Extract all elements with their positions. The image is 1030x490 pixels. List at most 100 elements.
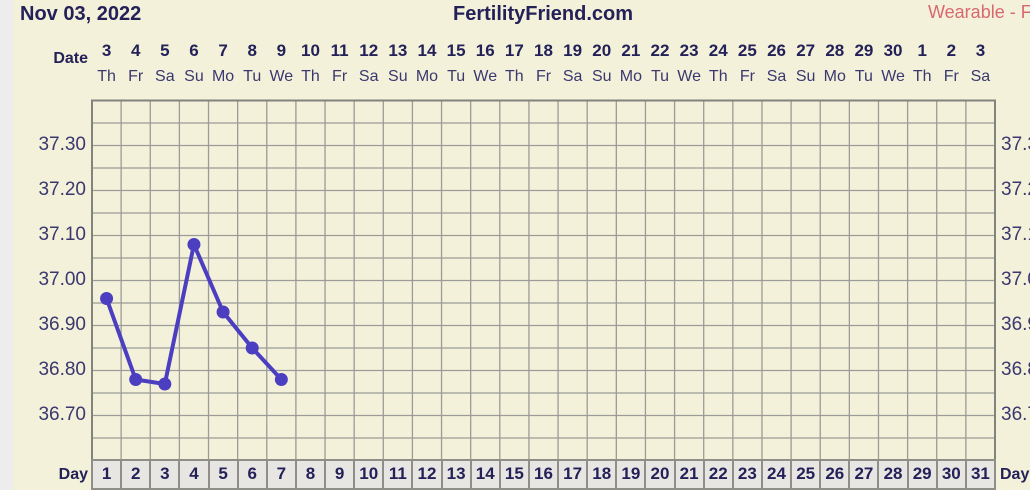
date-number-1: 1 <box>917 41 927 60</box>
cycle-day-cell-31[interactable]: 31 <box>964 459 996 490</box>
cycle-day-cell-18[interactable]: 18 <box>586 459 618 490</box>
weekday-label: Sa <box>562 68 583 85</box>
weekday-label: Th <box>505 68 524 85</box>
weekday-label: Fr <box>535 68 552 85</box>
cycle-day-cell-20[interactable]: 20 <box>644 459 676 490</box>
temperature-point-day-2[interactable] <box>129 373 143 386</box>
cycle-day-cell-6[interactable]: 6 <box>236 459 268 490</box>
temperature-point-day-5[interactable] <box>216 305 230 319</box>
weekday-label: Fr <box>739 68 755 85</box>
site-title: FertilityFriend.com <box>452 3 634 25</box>
left-temp-tick-37.20: 37.20 <box>38 178 86 200</box>
date-number-8: 8 <box>247 41 257 60</box>
date-number-26: 26 <box>767 41 786 60</box>
weekday-label: Tu <box>243 68 262 85</box>
date-number-2: 2 <box>946 41 957 60</box>
left-margin-strip <box>0 0 13 490</box>
cycle-day-cell-25[interactable]: 25 <box>790 459 822 490</box>
date-number-7: 7 <box>218 41 228 60</box>
date-number-21: 21 <box>621 41 641 60</box>
cycle-day-cell-11[interactable]: 11 <box>382 459 414 490</box>
right-temp-tick-36.90: 36.90 <box>1001 313 1030 335</box>
cycle-day-cell-24[interactable]: 24 <box>760 459 793 490</box>
wearable-mode-link[interactable]: Wearable - F <box>928 2 1030 22</box>
cycle-day-cell-17[interactable]: 17 <box>557 459 589 490</box>
weekday-label: Th <box>912 68 932 85</box>
cycle-day-cell-14[interactable]: 14 <box>469 459 501 490</box>
weekday-label: Sa <box>358 68 379 85</box>
weekday-label: Sa <box>155 68 175 85</box>
weekday-label: Th <box>708 68 728 85</box>
temperature-point-day-6[interactable] <box>245 341 259 355</box>
weekday-label: Tu <box>854 68 873 85</box>
date-number-11: 11 <box>330 41 349 60</box>
cycle-day-cell-2[interactable]: 2 <box>120 459 152 490</box>
weekday-label: Mo <box>823 68 846 85</box>
weekday-label: Mo <box>619 68 642 85</box>
cycle-day-cell-12[interactable]: 12 <box>411 459 443 490</box>
weekday-label: We <box>881 68 905 85</box>
date-number-27: 27 <box>796 41 816 60</box>
date-number-10: 10 <box>300 41 320 60</box>
temperature-point-day-3[interactable] <box>158 377 172 391</box>
date-number-23: 23 <box>679 41 699 60</box>
temperature-point-day-7[interactable] <box>274 373 288 386</box>
cycle-day-cell-1[interactable]: 1 <box>91 459 123 490</box>
cycle-day-cell-8[interactable]: 8 <box>294 459 327 490</box>
date-number-16: 16 <box>475 41 495 60</box>
weekday-label: Su <box>591 68 612 85</box>
weekday-label: Su <box>795 68 816 85</box>
weekday-label: Su <box>388 68 408 85</box>
weekday-label: Mo <box>415 68 439 85</box>
cycle-day-cell-9[interactable]: 9 <box>324 459 356 490</box>
right-temp-tick-37.20: 37.20 <box>1001 178 1030 200</box>
date-number-3: 3 <box>975 41 986 60</box>
cycle-day-cell-7[interactable]: 7 <box>265 459 297 490</box>
date-number-19: 19 <box>563 41 583 60</box>
temperature-point-day-1[interactable] <box>100 292 114 305</box>
weekday-label: Mo <box>211 68 235 85</box>
date-axis-label: Date <box>53 50 88 67</box>
weekday-label: Tu <box>447 68 466 85</box>
cycle-day-cell-23[interactable]: 23 <box>731 459 763 490</box>
cycle-day-cell-13[interactable]: 13 <box>440 459 472 490</box>
right-temp-tick-36.80: 36.80 <box>1001 358 1030 380</box>
weekday-label: Tu <box>650 68 670 85</box>
cycle-day-cell-10[interactable]: 10 <box>353 459 385 490</box>
cycle-day-cell-27[interactable]: 27 <box>848 459 880 490</box>
cycle-day-cell-28[interactable]: 28 <box>877 459 909 490</box>
right-temp-tick-37.10: 37.10 <box>1001 223 1030 245</box>
day-axis-label-left: Day <box>58 466 88 483</box>
weekday-label: Fr <box>128 68 144 85</box>
date-number-17: 17 <box>504 41 524 60</box>
cycle-day-cell-5[interactable]: 5 <box>207 459 239 490</box>
cycle-day-cell-16[interactable]: 16 <box>527 459 560 490</box>
date-number-3: 3 <box>101 41 112 60</box>
left-temp-tick-36.80: 36.80 <box>38 358 86 380</box>
weekday-label: Su <box>184 68 204 85</box>
cycle-day-cell-3[interactable]: 3 <box>149 459 181 490</box>
cycle-day-cell-21[interactable]: 21 <box>673 459 705 490</box>
date-number-12: 12 <box>359 41 379 60</box>
date-number-14: 14 <box>417 41 437 60</box>
date-number-29: 29 <box>854 41 874 60</box>
cycle-day-cell-29[interactable]: 29 <box>906 459 938 490</box>
date-number-6: 6 <box>189 41 199 60</box>
left-temp-tick-37.00: 37.00 <box>38 268 86 290</box>
cycle-day-cell-15[interactable]: 15 <box>498 459 530 490</box>
cycle-day-cell-26[interactable]: 26 <box>819 459 851 490</box>
date-number-9: 9 <box>276 41 287 60</box>
date-number-18: 18 <box>534 41 553 60</box>
temperature-line <box>104 242 284 386</box>
temperature-point-day-4[interactable] <box>187 238 201 251</box>
left-temp-tick-37.30: 37.30 <box>38 133 86 155</box>
cycle-day-cell-4[interactable]: 4 <box>178 459 210 490</box>
date-number-30: 30 <box>883 41 903 60</box>
cycle-day-cell-30[interactable]: 30 <box>935 459 967 490</box>
cycle-day-cell-22[interactable]: 22 <box>702 459 734 490</box>
left-temp-tick-36.70: 36.70 <box>38 403 86 425</box>
weekday-label: Th <box>97 68 116 85</box>
cycle-day-cell-19[interactable]: 19 <box>615 459 647 490</box>
